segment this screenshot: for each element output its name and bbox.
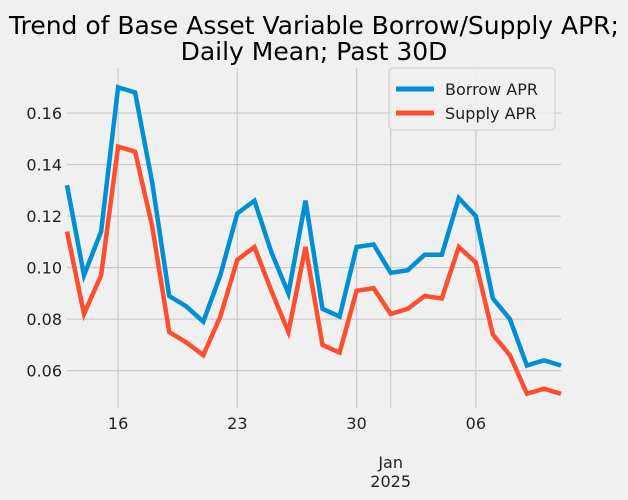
y-axis-ticks: 0.06 0.08 0.10 0.12 0.14 0.16: [26, 104, 62, 381]
x-axis-month-label: Jan: [377, 453, 403, 472]
x-tick-label: 16: [108, 414, 128, 433]
series-line-1: [64, 143, 562, 397]
series-line-0: [64, 84, 562, 369]
y-tick-label: 0.10: [26, 259, 62, 278]
y-tick-label: 0.12: [26, 207, 62, 226]
legend-label-supply: Supply APR: [445, 104, 536, 123]
chart-title-line-1: Trend of Base Asset Variable Borrow/Supp…: [8, 11, 619, 40]
x-axis-year-label: 2025: [370, 472, 411, 491]
y-tick-label: 0.08: [26, 310, 62, 329]
legend: Borrow APR Supply APR: [388, 67, 556, 131]
y-tick-label: 0.16: [26, 104, 62, 123]
x-tick-label: 30: [346, 414, 366, 433]
y-tick-label: 0.14: [26, 156, 62, 175]
x-tick-label: 23: [227, 414, 247, 433]
chart-title-line-2: Daily Mean; Past 30D: [181, 37, 448, 66]
legend-label-borrow: Borrow APR: [445, 80, 538, 99]
x-axis-ticks: 16 23 30 06: [108, 414, 486, 433]
x-tick-label: 06: [466, 414, 486, 433]
series-lines: [64, 84, 562, 397]
y-tick-label: 0.06: [26, 362, 62, 381]
